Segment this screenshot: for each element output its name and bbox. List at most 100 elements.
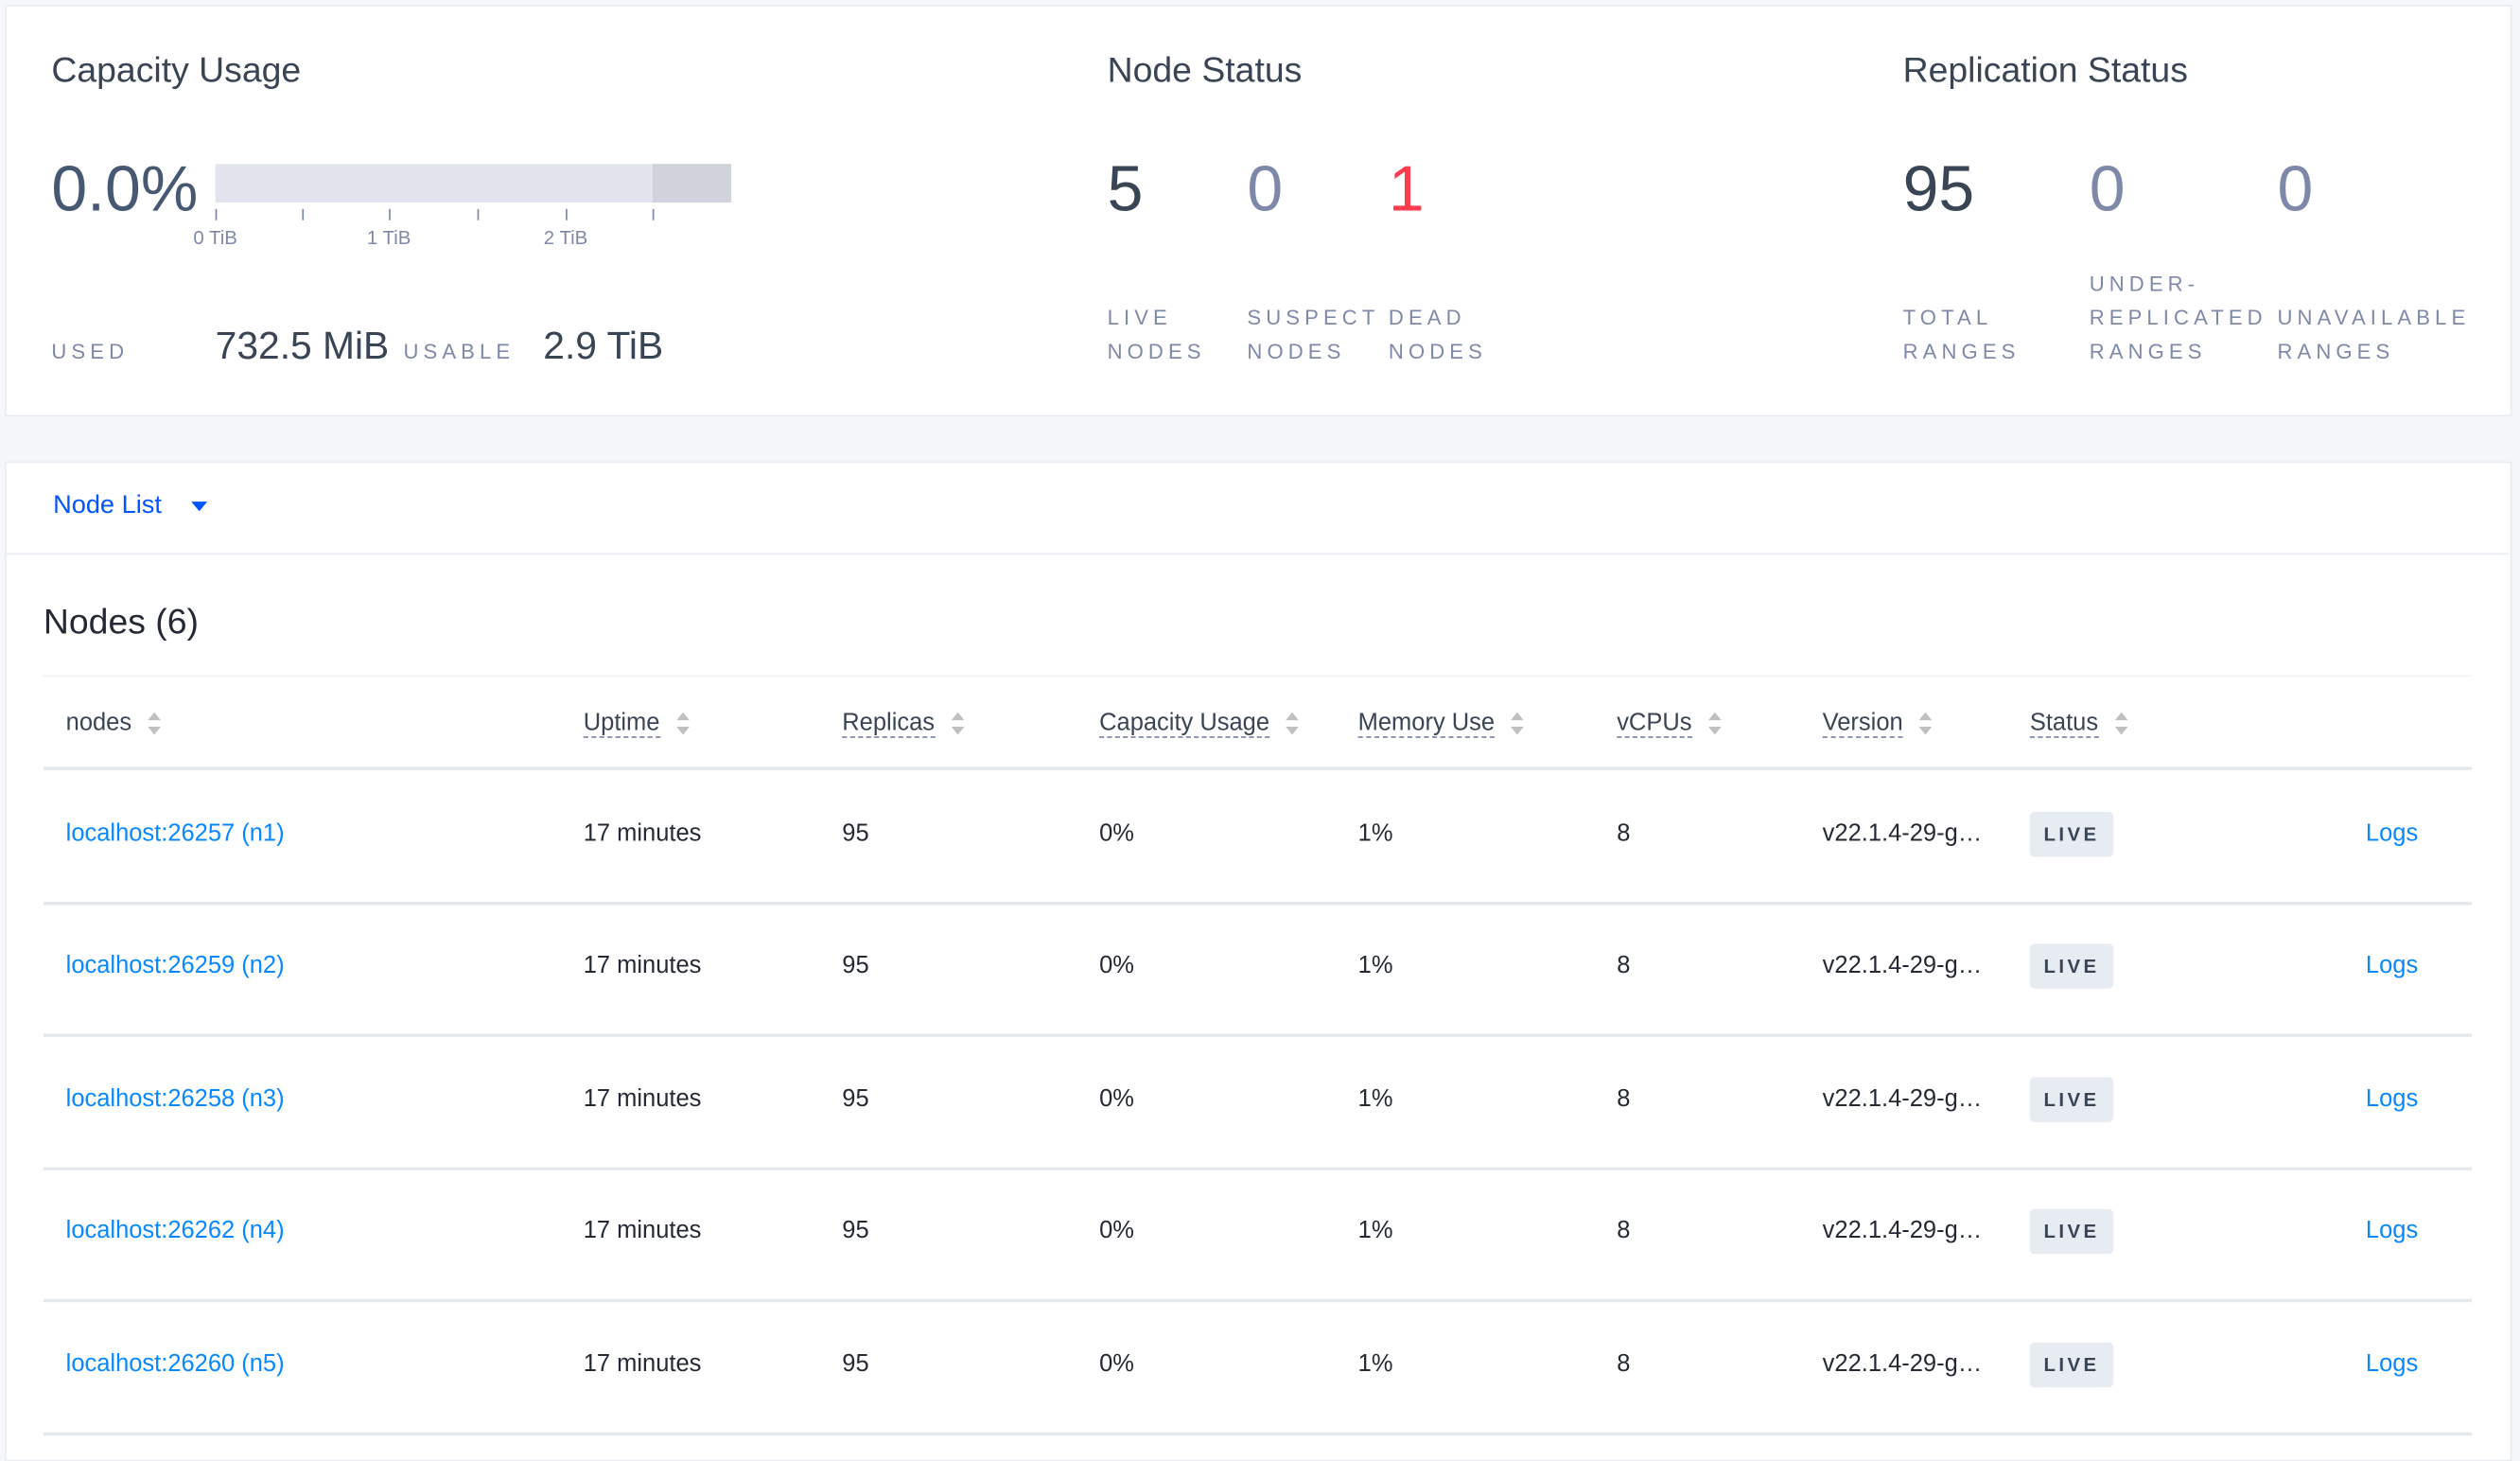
cell-capacity: 0% bbox=[1099, 1084, 1134, 1113]
dead-nodes-count: 1 bbox=[1388, 154, 1425, 225]
axis-tick bbox=[215, 208, 218, 220]
label-line: UNDER- bbox=[2089, 272, 2200, 296]
cell-vcpus: 8 bbox=[1617, 1084, 1631, 1113]
used-value: 732.5 MiB bbox=[215, 325, 390, 369]
usable-value: 2.9 TiB bbox=[543, 325, 664, 369]
column-header-memory[interactable]: Memory Use bbox=[1357, 709, 1524, 738]
cell-uptime: 17 minutes bbox=[583, 1084, 702, 1113]
label-line: SUSPECT bbox=[1247, 305, 1380, 330]
table-row: localhost:26258 (n3) 17 minutes 95 0% 1% 8 v22… bbox=[43, 1035, 2473, 1171]
cell-vcpus: 8 bbox=[1617, 819, 1631, 848]
header-label: Status bbox=[2029, 709, 2099, 738]
cell-uptime: 17 minutes bbox=[583, 819, 702, 848]
header-divider bbox=[43, 766, 2473, 770]
total-ranges-label: TOTAL RANGES bbox=[1903, 301, 2021, 368]
column-header-version[interactable]: Version bbox=[1822, 709, 1933, 738]
cell-replicas: 95 bbox=[842, 1217, 869, 1245]
node-link[interactable]: localhost:26257 (n1) bbox=[65, 819, 285, 848]
logs-link[interactable]: Logs bbox=[2365, 1349, 2419, 1378]
header-label: nodes bbox=[65, 709, 132, 737]
label-line: LIVE bbox=[1107, 305, 1172, 330]
logs-link[interactable]: Logs bbox=[2365, 1084, 2419, 1113]
unavailable-label: UNAVAILABLE RANGES bbox=[2277, 301, 2470, 368]
logs-link[interactable]: Logs bbox=[2365, 819, 2419, 848]
status-badge: LIVE bbox=[2029, 1341, 2114, 1387]
sort-icon[interactable] bbox=[675, 712, 690, 735]
nodes-section-title: Nodes (6) bbox=[43, 601, 199, 642]
status-badge: LIVE bbox=[2029, 1076, 2114, 1122]
axis-tick bbox=[389, 208, 391, 220]
sort-icon[interactable] bbox=[951, 712, 964, 735]
axis-tick bbox=[566, 208, 568, 220]
under-replicated-count: 0 bbox=[2089, 154, 2126, 225]
live-nodes-count: 5 bbox=[1107, 154, 1144, 225]
cell-capacity: 0% bbox=[1099, 1217, 1134, 1245]
logs-link[interactable]: Logs bbox=[2365, 952, 2419, 980]
label-line: RANGES bbox=[2277, 339, 2395, 363]
column-header-uptime[interactable]: Uptime bbox=[583, 709, 690, 738]
header-label: vCPUs bbox=[1617, 709, 1692, 738]
sort-icon[interactable] bbox=[1511, 712, 1524, 735]
dead-nodes-label: DEAD NODES bbox=[1389, 301, 1487, 368]
axis-tick bbox=[302, 208, 305, 220]
header-label: Memory Use bbox=[1357, 709, 1496, 738]
column-header-replicas[interactable]: Replicas bbox=[842, 709, 964, 738]
sort-icon[interactable] bbox=[1707, 712, 1722, 735]
axis-tick bbox=[652, 208, 655, 220]
cell-version: v22.1.4-29-g… bbox=[1822, 819, 1983, 848]
column-header-vcpus[interactable]: vCPUs bbox=[1617, 709, 1722, 738]
total-ranges-count: 95 bbox=[1902, 154, 1975, 225]
caret-down-icon bbox=[191, 501, 208, 511]
cell-capacity: 0% bbox=[1099, 1349, 1134, 1378]
cell-version: v22.1.4-29-g… bbox=[1822, 952, 1983, 980]
sort-icon[interactable] bbox=[1286, 712, 1299, 735]
tick-label: 2 TiB bbox=[543, 226, 588, 250]
tick-label: 1 TiB bbox=[366, 226, 411, 250]
tick-label: 0 TiB bbox=[193, 226, 237, 250]
sort-icon[interactable] bbox=[148, 712, 161, 735]
header-label: Version bbox=[1822, 709, 1903, 738]
cell-replicas: 95 bbox=[842, 819, 869, 848]
cell-vcpus: 8 bbox=[1617, 1217, 1631, 1245]
status-badge: LIVE bbox=[2029, 811, 2114, 857]
cell-replicas: 95 bbox=[842, 952, 869, 980]
node-link[interactable]: localhost:26260 (n5) bbox=[65, 1349, 285, 1378]
axis-tick bbox=[477, 208, 480, 220]
column-header-status[interactable]: Status bbox=[2029, 709, 2127, 738]
cell-capacity: 0% bbox=[1099, 952, 1134, 980]
header-label: Replicas bbox=[842, 709, 936, 738]
cell-memory: 1% bbox=[1357, 1217, 1393, 1245]
suspect-nodes-count: 0 bbox=[1247, 154, 1284, 225]
logs-link[interactable]: Logs bbox=[2365, 1217, 2419, 1245]
node-link[interactable]: localhost:26258 (n3) bbox=[65, 1084, 285, 1113]
unavailable-count: 0 bbox=[2277, 154, 2314, 225]
cell-vcpus: 8 bbox=[1617, 952, 1631, 980]
label-line: UNAVAILABLE bbox=[2277, 305, 2471, 330]
cell-version: v22.1.4-29-g… bbox=[1822, 1084, 1983, 1113]
dropdown-label: Node List bbox=[53, 491, 162, 519]
cell-memory: 1% bbox=[1357, 1349, 1393, 1378]
capacity-usage-title: Capacity Usage bbox=[51, 49, 302, 91]
summary-card bbox=[5, 5, 2512, 417]
table-row: localhost:26259 (n2) 17 minutes 95 0% 1% 8 v22… bbox=[43, 903, 2473, 1038]
cell-uptime: 17 minutes bbox=[583, 1217, 702, 1245]
header-label: Capacity Usage bbox=[1099, 709, 1270, 738]
header-label: Uptime bbox=[583, 709, 660, 738]
cell-uptime: 17 minutes bbox=[583, 1349, 702, 1378]
label-line: TOTAL bbox=[1902, 305, 1993, 330]
cell-memory: 1% bbox=[1357, 952, 1393, 980]
sort-icon[interactable] bbox=[1918, 712, 1933, 735]
capacity-percent: 0.0% bbox=[51, 154, 199, 225]
usable-label: USABLE bbox=[403, 339, 516, 363]
label-line: REPLICATED bbox=[2089, 305, 2267, 330]
sort-icon[interactable] bbox=[2114, 712, 2127, 735]
column-header-capacity[interactable]: Capacity Usage bbox=[1099, 709, 1299, 738]
cell-uptime: 17 minutes bbox=[583, 952, 702, 980]
node-list-dropdown[interactable]: Node List bbox=[53, 491, 208, 521]
node-link[interactable]: localhost:26262 (n4) bbox=[65, 1217, 285, 1245]
status-badge: LIVE bbox=[2029, 1208, 2114, 1255]
label-line: NODES bbox=[1107, 339, 1206, 363]
column-header-nodes[interactable]: nodes bbox=[66, 709, 161, 736]
node-link[interactable]: localhost:26259 (n2) bbox=[65, 952, 285, 980]
label-line: RANGES bbox=[2089, 339, 2207, 363]
